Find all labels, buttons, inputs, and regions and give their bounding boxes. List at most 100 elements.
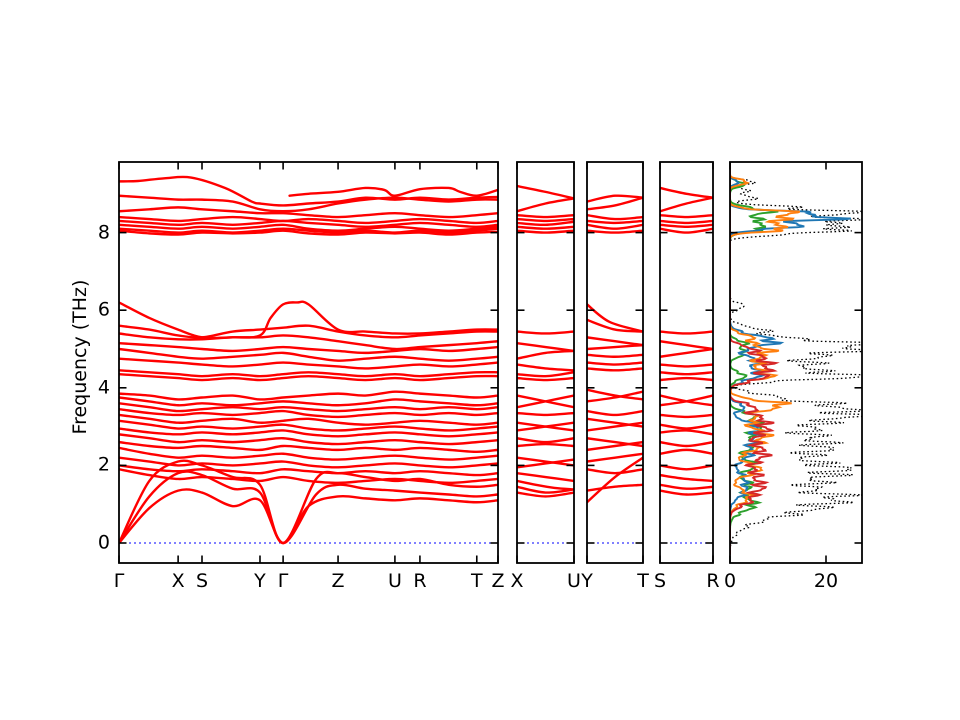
phonon-band bbox=[517, 363, 574, 372]
phonon-band bbox=[119, 390, 498, 401]
phonon-band bbox=[660, 371, 713, 376]
phonon-band-lines bbox=[587, 194, 643, 504]
panel-frame bbox=[118, 161, 499, 564]
phonon-band bbox=[660, 464, 713, 471]
phonon-band bbox=[119, 324, 498, 339]
phonon-band bbox=[517, 184, 574, 200]
phonon-band bbox=[517, 213, 574, 219]
phonon-band bbox=[587, 194, 643, 203]
phonon-band bbox=[660, 489, 713, 496]
panel-frame bbox=[729, 161, 863, 564]
phonon-band bbox=[119, 464, 498, 477]
band-panel-main bbox=[118, 161, 499, 564]
phonon-band bbox=[119, 402, 498, 413]
phonon-band bbox=[587, 437, 643, 448]
phonon-band bbox=[119, 373, 498, 382]
phonon-band bbox=[119, 369, 498, 378]
dos-curve-partial-blue bbox=[730, 162, 851, 555]
phonon-band bbox=[517, 491, 574, 498]
phonon-band bbox=[517, 394, 574, 409]
phonon-band bbox=[660, 330, 713, 335]
y-axis-label: Frequency (THz) bbox=[69, 279, 91, 435]
phonon-band-lines bbox=[517, 184, 574, 498]
phonon-band bbox=[517, 229, 574, 234]
phonon-band bbox=[119, 433, 498, 446]
axis-ticks bbox=[586, 162, 644, 563]
phonon-band bbox=[119, 419, 498, 432]
phonon-band bbox=[587, 229, 643, 234]
phonon-band bbox=[660, 429, 713, 436]
x-tick-label-U: U bbox=[387, 570, 402, 592]
phonon-band bbox=[119, 456, 498, 469]
phonon-band bbox=[660, 413, 713, 419]
phonon-band bbox=[517, 349, 574, 360]
phonon-band bbox=[119, 427, 498, 438]
x-tick-label-Γ: Γ bbox=[113, 570, 125, 592]
x-tick-label-Γ: Γ bbox=[277, 570, 289, 592]
y-tick-label-8: 8 bbox=[97, 221, 110, 244]
phonon-band bbox=[119, 413, 498, 426]
phonon-band bbox=[587, 468, 643, 475]
phonon-band bbox=[517, 371, 574, 378]
phonon-band bbox=[517, 376, 574, 382]
band-panel-XU bbox=[516, 161, 575, 564]
band-panel-YT bbox=[586, 161, 644, 564]
phonon-band bbox=[587, 343, 643, 351]
phonon-band bbox=[587, 223, 643, 230]
dos-curve-total bbox=[730, 162, 862, 555]
phonon-band bbox=[587, 440, 643, 452]
phonon-band bbox=[587, 213, 643, 221]
phonon-band bbox=[119, 468, 498, 485]
phonon-band bbox=[660, 473, 713, 483]
phonon-band bbox=[119, 488, 498, 545]
y-tick-label-4: 4 bbox=[97, 376, 110, 399]
x-tick-label-Z: Z bbox=[491, 570, 505, 592]
phonon-band bbox=[587, 361, 643, 366]
phonon-band bbox=[660, 347, 713, 358]
dos-curve-partial-red bbox=[730, 162, 780, 555]
phonon-band bbox=[119, 194, 498, 213]
dos-curve-partial-orange bbox=[730, 162, 801, 555]
phonon-band bbox=[119, 357, 498, 370]
phonon-band bbox=[119, 215, 498, 225]
phonon-band bbox=[587, 318, 643, 333]
panel-frame bbox=[586, 161, 644, 564]
phonon-band bbox=[660, 363, 713, 368]
phonon-band bbox=[517, 471, 574, 483]
phonon-band bbox=[660, 213, 713, 219]
band-panel-SR bbox=[659, 161, 714, 564]
phonon-band bbox=[119, 219, 498, 228]
y-tick-label-6: 6 bbox=[97, 298, 110, 321]
phonon-band bbox=[517, 217, 574, 223]
phonon-band bbox=[587, 303, 643, 333]
phonon-band-lines bbox=[119, 175, 498, 545]
phonon-band bbox=[660, 196, 713, 213]
x-tick-label-T: T bbox=[470, 570, 483, 592]
phonon-band bbox=[660, 340, 713, 351]
x-tick-label-U: U bbox=[567, 570, 581, 592]
phonon-band bbox=[587, 452, 643, 463]
x-tick-label-20: 20 bbox=[813, 570, 839, 592]
phonon-band bbox=[517, 485, 574, 494]
phonon-band bbox=[660, 440, 713, 448]
phonon-band bbox=[517, 458, 574, 469]
phonon-band bbox=[517, 442, 574, 448]
axis-ticks bbox=[516, 162, 575, 563]
phonon-band-lines bbox=[660, 186, 713, 496]
phonon-band bbox=[119, 440, 498, 454]
phonon-band bbox=[660, 219, 713, 225]
x-tick-label-Y: Y bbox=[254, 570, 266, 592]
phonon-band bbox=[119, 347, 498, 362]
phonon-band bbox=[587, 353, 643, 358]
x-tick-label-X: X bbox=[171, 570, 185, 592]
phonon-band bbox=[517, 456, 574, 467]
x-tick-label-X: X bbox=[510, 570, 524, 592]
phonon-band bbox=[517, 437, 574, 444]
phonon-band bbox=[587, 336, 643, 347]
y-tick-label-2: 2 bbox=[97, 453, 110, 476]
phonon-band bbox=[119, 229, 498, 236]
phonon-band bbox=[587, 483, 643, 492]
dos-curve-partial-green bbox=[730, 162, 779, 555]
phonon-band bbox=[660, 186, 713, 199]
x-tick-label-0: 0 bbox=[723, 570, 737, 592]
